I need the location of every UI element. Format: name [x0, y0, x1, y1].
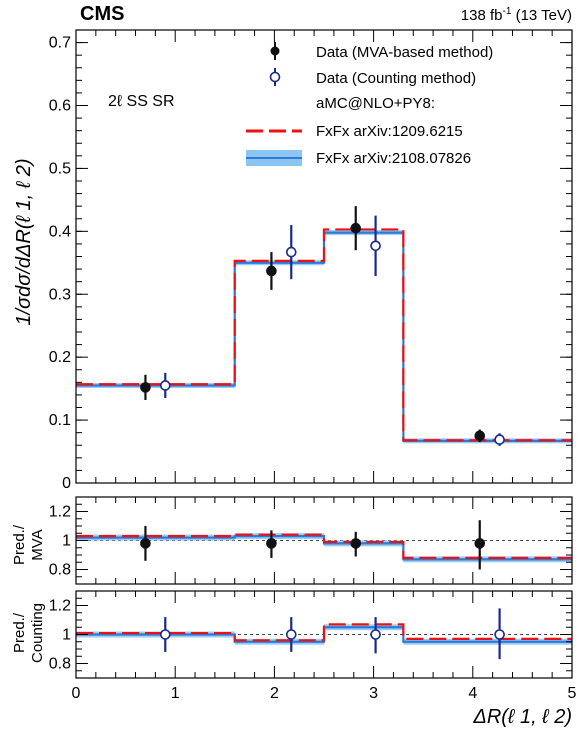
- data-mva-point: [140, 538, 151, 549]
- y-tick-label: 1.2: [49, 598, 71, 615]
- y-tick-label: 0.7: [49, 35, 71, 52]
- legend: Data (MVA-based method) Data (Counting m…: [246, 42, 493, 167]
- data-mva-point: [140, 382, 151, 393]
- legend-pred-1209: FxFx arXiv:1209.6215: [246, 123, 463, 140]
- x-tick-label: 3: [369, 685, 378, 702]
- y-tick-label: 0.3: [49, 286, 71, 303]
- y-tick-label: 1.2: [49, 504, 71, 521]
- x-tick-label: 4: [468, 685, 477, 702]
- x-tick-label: 1: [171, 685, 180, 702]
- region-label: 2ℓ SS SR: [108, 93, 175, 110]
- data-counting-point: [494, 629, 505, 640]
- lumi-label: 138 fb-1 (13 TeV): [461, 6, 572, 24]
- lumi-exponent: -1: [503, 6, 512, 17]
- data-mva-point: [474, 538, 486, 549]
- data-mva-point: [266, 265, 277, 277]
- data-counting-point: [285, 246, 297, 258]
- data-mva-point: [474, 430, 486, 442]
- data-counting-point: [370, 629, 381, 640]
- legend-data-counting-label: Data (Counting method): [316, 70, 476, 87]
- ratio-mva-ylabel-line1: Pred./: [11, 524, 28, 565]
- x-axis-title: ΔR(ℓ 1, ℓ 2): [472, 706, 572, 728]
- data-counting-point: [494, 434, 505, 445]
- x-tick-label: 5: [568, 685, 577, 702]
- data-mva-point: [350, 222, 362, 234]
- legend-generator-label: aMC@NLO+PY8:: [316, 95, 435, 112]
- y-tick-label: 0.8: [49, 562, 71, 579]
- y-tick-label: 0: [62, 475, 71, 492]
- y-tick-label: 1: [62, 533, 71, 550]
- y-tick-label: 0.6: [49, 98, 71, 115]
- legend-pred-1209-label: FxFx arXiv:1209.6215: [316, 123, 463, 140]
- ratio-mva-panel: 0.8 1 1.2: [49, 496, 573, 585]
- y-tick-label: 0.1: [49, 412, 71, 429]
- lumi-value: 138 fb: [461, 7, 503, 24]
- pred-2108-histogram: [76, 231, 572, 442]
- data-counting-point: [285, 629, 297, 640]
- plot-area: [76, 520, 572, 570]
- ratio-counting-ylabel-line1: Pred./: [11, 612, 28, 653]
- data-counting-point: [370, 240, 381, 252]
- y-tick-label: 0.2: [49, 349, 71, 366]
- y-tick-label: 0.8: [49, 656, 71, 673]
- main-ylabel: 1/σdσ/dΔR(ℓ 1, ℓ 2): [13, 158, 35, 325]
- data-mva-point: [350, 538, 362, 549]
- lumi-energy: (13 TeV): [511, 7, 572, 24]
- plot-area: [76, 206, 572, 446]
- ratio-counting-ylabel-line2: Counting: [29, 603, 46, 663]
- data-mva-point: [266, 538, 277, 549]
- legend-data-counting: Data (Counting method): [269, 68, 476, 87]
- experiment-label: CMS: [80, 3, 124, 25]
- pred-1209-histogram: [76, 533, 572, 559]
- data-counting-point: [159, 629, 171, 640]
- legend-data-mva: Data (MVA-based method): [270, 42, 493, 61]
- main-panel: 0.1 0.2 0.3 0.4 0.5 0.6 0.7 0: [49, 29, 573, 492]
- pred-1209-histogram: [76, 228, 572, 442]
- y-tick-label: 1: [62, 627, 71, 644]
- legend-pred-2108: FxFx arXiv:2108.07826: [246, 150, 471, 167]
- pred-1209-histogram: [76, 623, 572, 642]
- ratio-counting-panel: 0.8 1 1.2 0 1 2 3 4 5: [49, 590, 577, 702]
- legend-data-mva-label: Data (MVA-based method): [316, 44, 493, 61]
- legend-pred-2108-label: FxFx arXiv:2108.07826: [316, 150, 471, 167]
- data-counting-point: [159, 380, 171, 391]
- x-tick-label: 2: [270, 685, 279, 702]
- y-tick-label: 0.5: [49, 160, 71, 177]
- plot-area: [76, 608, 572, 660]
- x-tick-label: 0: [72, 685, 81, 702]
- y-tick-label: 0.4: [49, 223, 71, 240]
- ratio-mva-ylabel-line2: MVA: [29, 529, 46, 560]
